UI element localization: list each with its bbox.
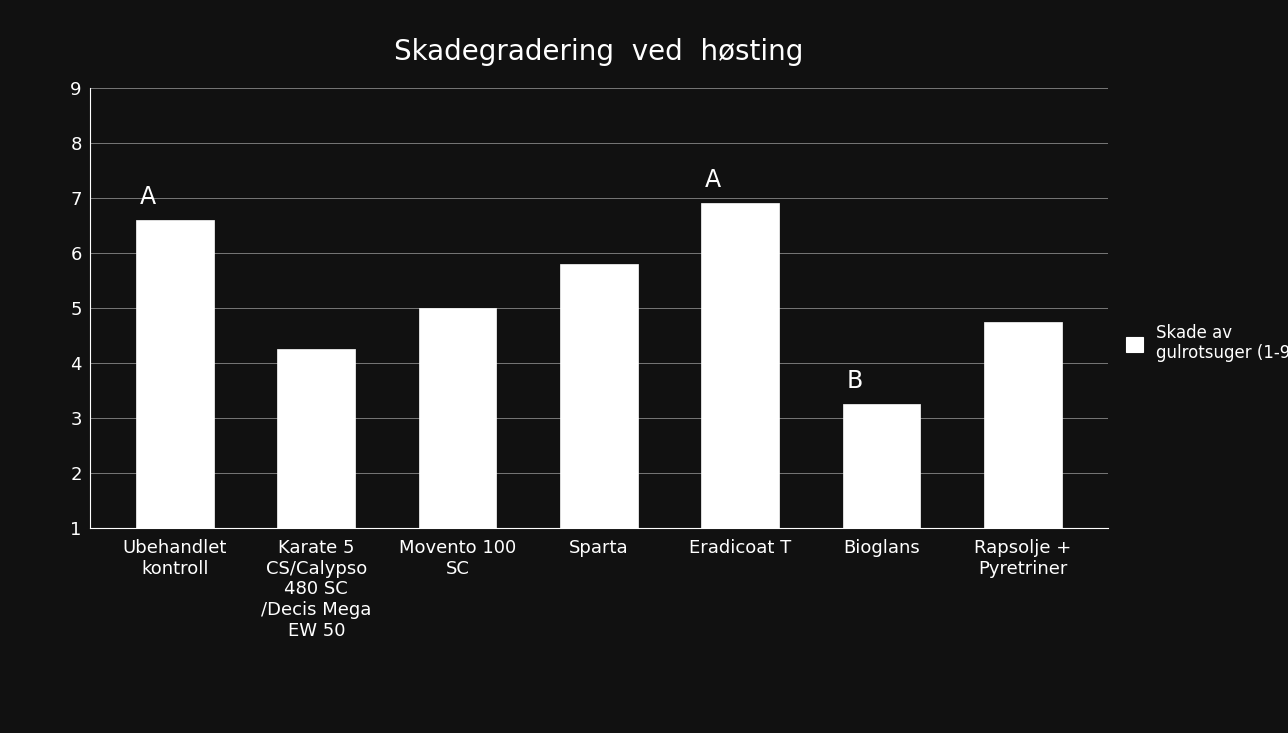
Bar [419,308,496,528]
Bar [560,264,638,528]
Bar [277,349,355,528]
Text: A: A [705,169,721,193]
Title: Skadegradering  ved  høsting: Skadegradering ved høsting [394,38,804,66]
Text: B: B [846,369,863,393]
Bar [984,322,1061,528]
Bar [842,404,921,528]
Bar [702,204,779,528]
Text: A: A [139,185,156,209]
Bar [137,220,214,528]
Legend: Skade av
gulrotsuger (1-9): Skade av gulrotsuger (1-9) [1126,324,1288,362]
